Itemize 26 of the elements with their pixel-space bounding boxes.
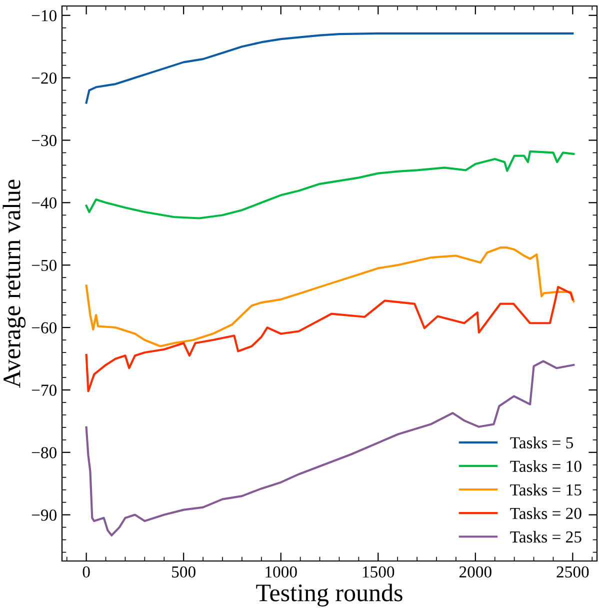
x-tick-label: 1500 xyxy=(362,566,394,578)
y-tick-label: −30 xyxy=(32,134,57,146)
y-tick-label: −20 xyxy=(32,72,57,84)
x-tick-label: 0 xyxy=(82,566,90,578)
y-axis-title: Average return value xyxy=(2,180,26,388)
x-tick-label: 1000 xyxy=(266,566,297,578)
legend-label: Tasks = 25 xyxy=(510,530,582,543)
legend-label: Tasks = 5 xyxy=(510,436,574,448)
legend-label: Tasks = 10 xyxy=(510,460,582,472)
x-tick-label: 2000 xyxy=(459,566,492,578)
legend-label: Tasks = 15 xyxy=(510,484,582,496)
y-tick-label: −80 xyxy=(32,447,57,458)
x-tick-label: 2500 xyxy=(556,566,589,578)
line-series xyxy=(85,246,575,348)
x-tick-label: 500 xyxy=(172,566,196,578)
y-tick-label: −10 xyxy=(32,10,57,22)
y-tick-label: −70 xyxy=(32,384,57,396)
legend-label: Tasks = 20 xyxy=(510,507,582,520)
line-series xyxy=(85,286,574,392)
x-axis-title: Testing rounds xyxy=(256,584,402,606)
line-series xyxy=(85,32,574,104)
line-series xyxy=(85,150,575,220)
y-tick-label: −60 xyxy=(32,322,57,334)
y-tick-label: −40 xyxy=(32,197,57,209)
y-tick-label: −90 xyxy=(32,510,57,521)
y-tick-label: −50 xyxy=(32,260,57,272)
